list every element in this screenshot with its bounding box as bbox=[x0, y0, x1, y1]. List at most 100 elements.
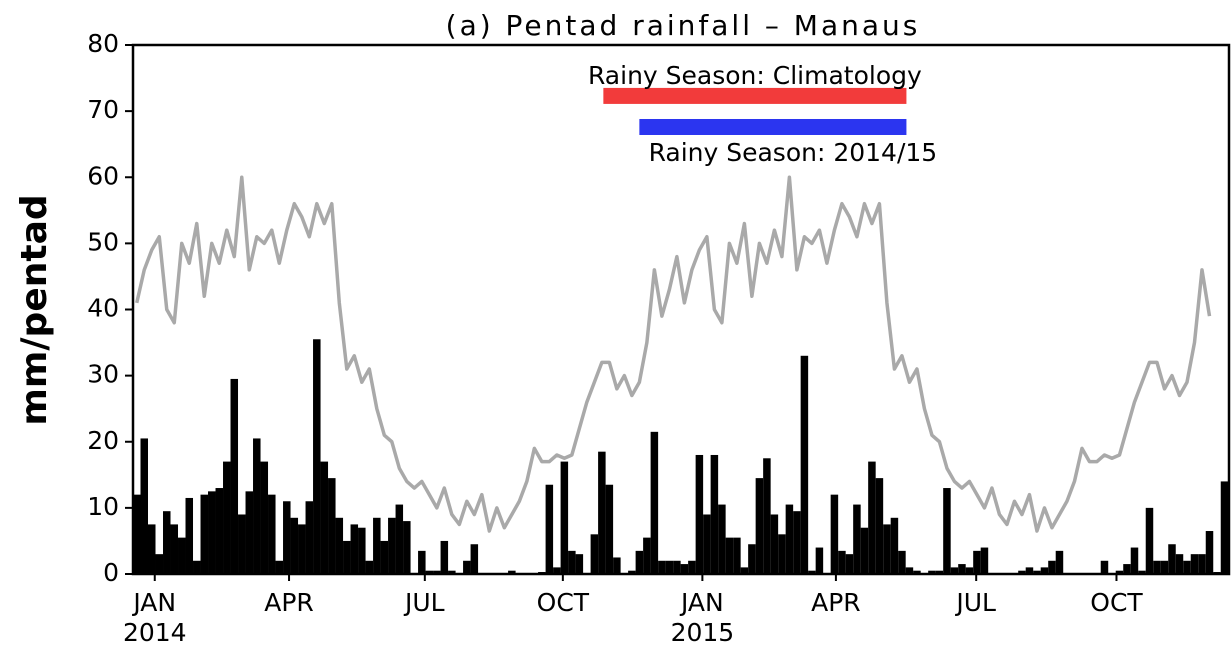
bar bbox=[553, 567, 561, 574]
bar bbox=[568, 550, 576, 574]
x-tick-label: JUL bbox=[403, 588, 445, 617]
bar bbox=[545, 484, 554, 574]
season-label: Rainy Season: Climatology bbox=[588, 61, 922, 90]
bar bbox=[133, 494, 141, 574]
bar bbox=[763, 458, 771, 574]
year-label: 2015 bbox=[671, 618, 735, 647]
bar bbox=[913, 570, 921, 574]
bar bbox=[373, 517, 381, 574]
bar bbox=[973, 550, 981, 574]
bar bbox=[905, 567, 914, 574]
bar bbox=[965, 567, 974, 574]
bar bbox=[733, 537, 741, 574]
bar bbox=[163, 511, 171, 574]
bar bbox=[688, 560, 696, 574]
y-tick-label: 60 bbox=[87, 161, 119, 190]
bar bbox=[1018, 570, 1026, 574]
y-tick-label: 30 bbox=[87, 360, 119, 389]
x-tick-label: OCT bbox=[537, 588, 590, 617]
bar bbox=[215, 488, 224, 574]
bar bbox=[328, 478, 336, 574]
bar bbox=[440, 540, 449, 574]
x-tick-label: APR bbox=[811, 588, 861, 617]
bar bbox=[193, 560, 201, 574]
bar bbox=[830, 494, 839, 574]
bar bbox=[725, 537, 734, 574]
x-tick-label: JAN bbox=[679, 588, 724, 617]
bar bbox=[1033, 570, 1041, 574]
bar bbox=[575, 554, 584, 574]
bar bbox=[463, 560, 471, 574]
x-tick-label: JAN bbox=[131, 588, 176, 617]
bar bbox=[1175, 554, 1184, 574]
bar bbox=[200, 494, 209, 574]
bar bbox=[245, 491, 254, 574]
bar bbox=[1138, 570, 1146, 574]
bar bbox=[1153, 560, 1161, 574]
year-label: 2014 bbox=[123, 618, 187, 647]
bar bbox=[155, 554, 164, 574]
bar bbox=[208, 491, 216, 574]
bar bbox=[343, 540, 351, 574]
x-tick-label: JUL bbox=[954, 588, 996, 617]
bar bbox=[448, 570, 456, 574]
bar bbox=[335, 517, 344, 574]
bar bbox=[598, 451, 606, 574]
y-tick-label: 70 bbox=[87, 95, 119, 124]
bar bbox=[380, 540, 389, 574]
bar bbox=[470, 544, 479, 574]
bar bbox=[1048, 560, 1056, 574]
bar bbox=[178, 537, 186, 574]
bar bbox=[658, 560, 666, 574]
bar bbox=[140, 438, 149, 574]
bar bbox=[778, 534, 786, 574]
bar bbox=[1123, 564, 1131, 574]
bar bbox=[845, 554, 854, 574]
bar bbox=[755, 478, 764, 574]
bar bbox=[1198, 554, 1206, 574]
bar bbox=[980, 547, 989, 574]
bar bbox=[800, 355, 809, 574]
bar bbox=[928, 570, 936, 574]
bar bbox=[313, 339, 321, 574]
bar bbox=[673, 560, 681, 574]
bar bbox=[590, 534, 599, 574]
season-bar bbox=[639, 118, 907, 135]
x-tick-label: OCT bbox=[1090, 588, 1143, 617]
bar bbox=[853, 504, 861, 574]
bar bbox=[710, 454, 719, 574]
bar bbox=[358, 527, 366, 574]
y-axis-label: mm/pentad bbox=[14, 194, 55, 425]
bar bbox=[815, 547, 824, 574]
bar bbox=[868, 461, 876, 574]
bar bbox=[320, 461, 329, 574]
bar bbox=[793, 511, 801, 574]
bar bbox=[650, 431, 659, 574]
bar bbox=[935, 570, 944, 574]
bar bbox=[298, 524, 306, 574]
bar bbox=[185, 497, 194, 574]
chart-title: (a) Pentad rainfall – Manaus bbox=[446, 9, 921, 42]
bar bbox=[403, 521, 411, 574]
bar bbox=[305, 501, 314, 574]
bar bbox=[943, 488, 951, 574]
bar bbox=[785, 504, 794, 574]
bar bbox=[740, 567, 749, 574]
bar bbox=[223, 461, 231, 574]
bar bbox=[748, 544, 756, 574]
bar bbox=[635, 550, 644, 574]
bar bbox=[268, 494, 276, 574]
bar bbox=[643, 537, 651, 574]
bar bbox=[170, 524, 179, 574]
season-bar bbox=[603, 87, 907, 104]
bar bbox=[950, 567, 959, 574]
bar bbox=[425, 570, 434, 574]
bar bbox=[260, 461, 269, 574]
bar bbox=[1055, 550, 1064, 574]
bar bbox=[890, 517, 899, 574]
bar bbox=[1130, 547, 1139, 574]
bar bbox=[395, 504, 404, 574]
bar bbox=[695, 454, 704, 574]
bar bbox=[253, 438, 261, 574]
